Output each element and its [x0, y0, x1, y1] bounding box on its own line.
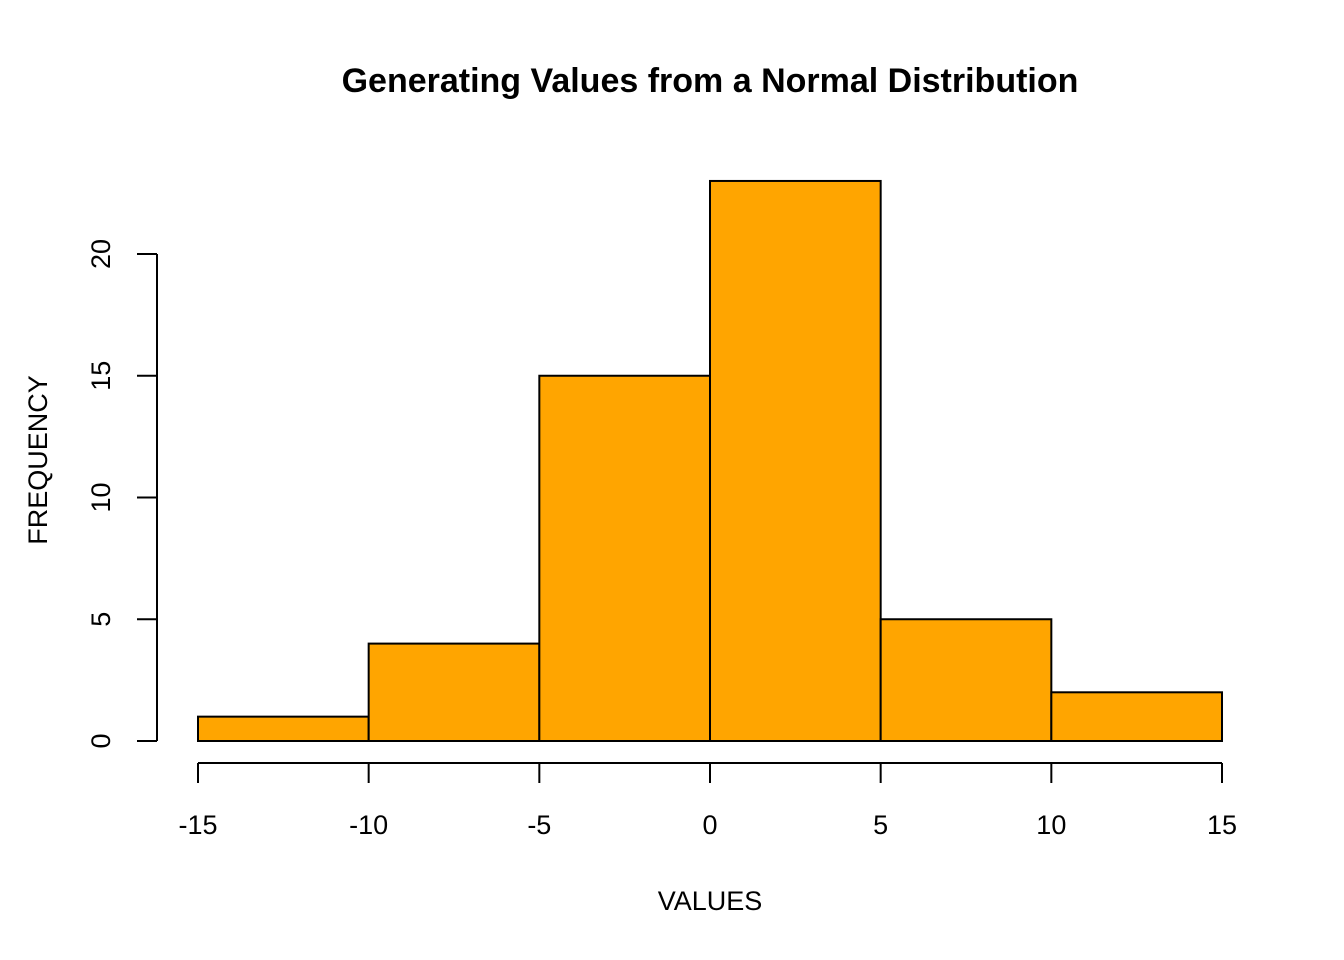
histogram-bar: [709, 179, 882, 742]
y-axis-label: FREQUENCY: [23, 375, 53, 545]
bars-group: [197, 179, 1224, 743]
y-axis: 0 5 10 15 20: [86, 239, 158, 749]
x-tick-label: -15: [178, 810, 217, 840]
y-tick-label: 20: [86, 239, 116, 269]
x-tick-label: 5: [873, 810, 888, 840]
histogram-bar: [197, 715, 370, 743]
histogram-bar: [1050, 691, 1224, 742]
x-axis: -15 -10 -5 0 5 10 15: [178, 762, 1237, 840]
x-tick-label: 10: [1036, 810, 1066, 840]
histogram-bar: [879, 618, 1053, 742]
histogram-bar: [538, 374, 711, 742]
histogram-bar: [367, 642, 541, 742]
y-tick-label: 0: [86, 733, 116, 748]
y-tick-label: 15: [86, 361, 116, 391]
x-axis-label: VALUES: [658, 886, 763, 916]
x-tick-label: 0: [702, 810, 717, 840]
x-tick-label: -5: [527, 810, 551, 840]
y-tick-label: 5: [86, 612, 116, 627]
x-tick-label: -10: [349, 810, 388, 840]
y-tick-label: 10: [86, 482, 116, 512]
x-tick-label: 15: [1207, 810, 1237, 840]
chart-title: Generating Values from a Normal Distribu…: [342, 62, 1079, 100]
